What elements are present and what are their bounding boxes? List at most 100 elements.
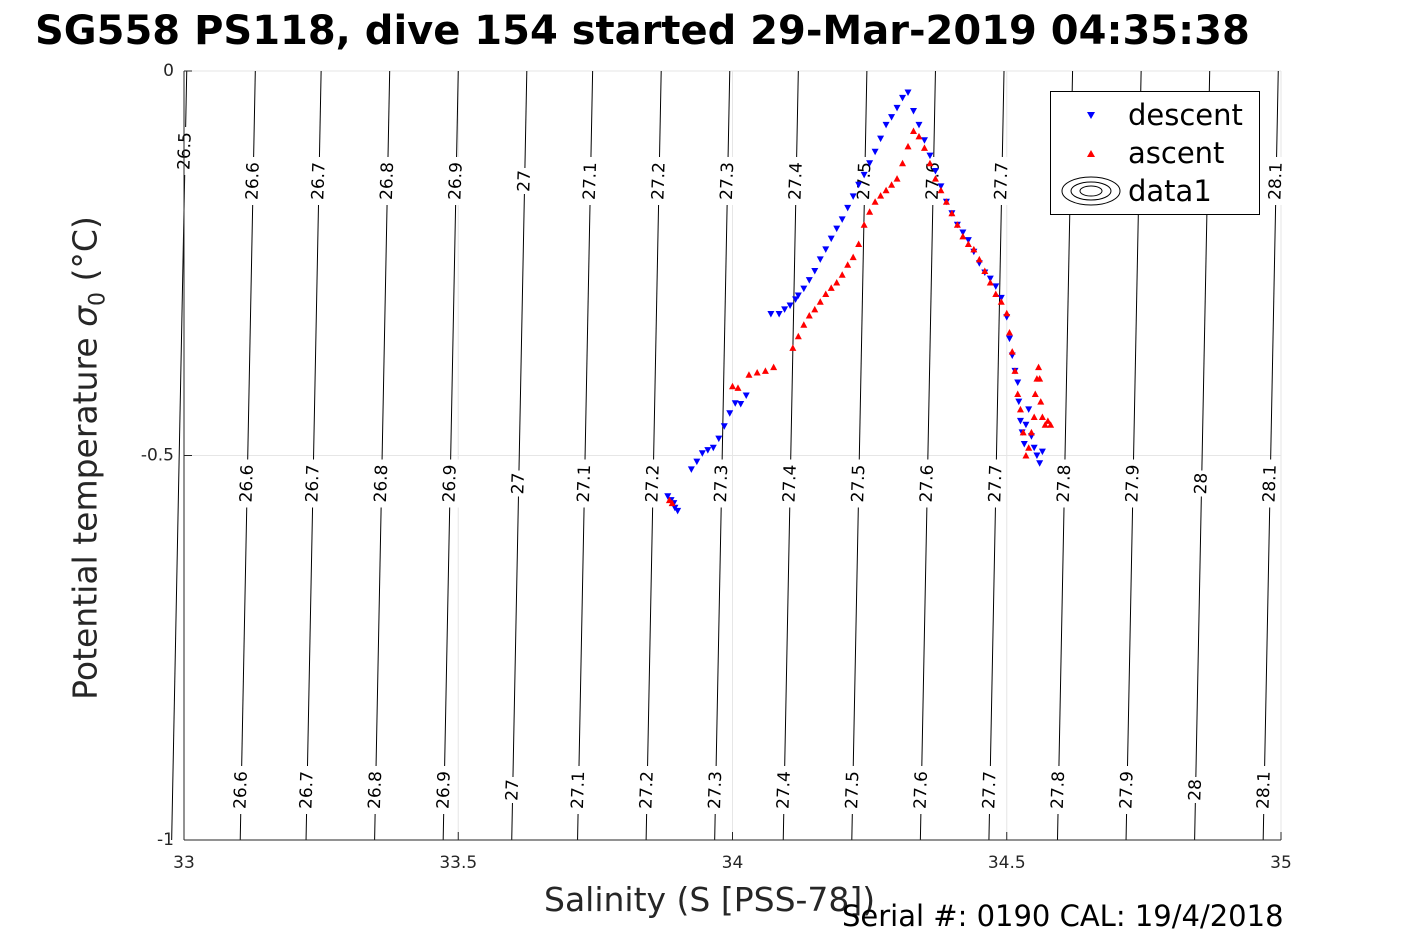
contour-label: 26.7 — [296, 771, 317, 810]
contour-label: 26.6 — [237, 464, 258, 503]
descent-point — [1033, 452, 1041, 459]
ascent-point — [1016, 405, 1024, 413]
contour-label: 27.1 — [568, 771, 589, 810]
contour-label: 28.1 — [1253, 771, 1274, 810]
contour-27.1: 27.1 27.1 27.1 — [568, 70, 601, 841]
ascent-point — [970, 245, 978, 253]
descent-point — [1022, 421, 1030, 429]
contour-label-bg — [717, 157, 738, 205]
ascent-point — [855, 240, 863, 248]
ascent-point — [849, 253, 857, 261]
contour-label-bg — [1191, 470, 1212, 497]
descent-point — [877, 135, 885, 143]
descent-point — [800, 285, 808, 293]
contour-label: 26.9 — [445, 162, 466, 201]
descent-point — [805, 277, 813, 284]
descent-point — [811, 267, 819, 275]
ascent-point — [882, 186, 890, 194]
legend-entry-descent: descent — [1051, 96, 1259, 134]
descent-point — [698, 450, 706, 457]
contour-26.6: 26.6 26.6 26.6 — [231, 70, 264, 841]
descent-point — [833, 225, 841, 233]
contour-label-bg — [917, 459, 938, 508]
ascent-point — [893, 175, 901, 182]
descent-point — [822, 246, 830, 253]
ascent-point — [910, 127, 918, 134]
contour-label: 28.1 — [1259, 464, 1280, 503]
descent-point — [1014, 379, 1022, 386]
ascent-point — [899, 159, 907, 167]
ascent-point — [761, 367, 769, 374]
contour-27.2: 27.2 27.2 27.2 — [636, 70, 670, 841]
descent-point — [893, 104, 901, 112]
legend-entry-ascent: ascent — [1051, 134, 1259, 172]
descent-point — [1015, 398, 1023, 406]
ascent-point — [753, 368, 761, 376]
ascent-point — [816, 298, 824, 305]
descent-point — [860, 171, 868, 179]
contour-label-bg — [502, 777, 523, 803]
ascent-point — [997, 298, 1005, 305]
x-axis-label: Salinity (S [PSS-78]) — [544, 880, 876, 919]
descent-point — [915, 121, 923, 129]
contour-label-bg — [237, 459, 258, 508]
contour-label: 26.8 — [377, 162, 398, 201]
ascent-point — [1037, 398, 1045, 405]
ascent-point — [931, 175, 939, 182]
contour-label: 26.6 — [242, 162, 263, 201]
ascent-point — [811, 305, 819, 313]
contour-label-bg — [991, 157, 1012, 205]
contour-label: 27.3 — [705, 771, 726, 810]
legend-label-ascent: ascent — [1128, 136, 1225, 170]
contour-label: 27 — [508, 472, 529, 494]
ascent-point — [866, 208, 874, 215]
ascent-point — [920, 144, 928, 151]
ascent-point — [838, 271, 846, 278]
contour-label-bg — [643, 459, 664, 508]
contour-label-bg — [371, 459, 392, 508]
ascent-point — [1005, 328, 1013, 336]
descent-point — [964, 237, 972, 244]
descent-point — [959, 229, 967, 236]
ascent-point — [1022, 452, 1030, 459]
contour-label-bg — [302, 459, 323, 508]
contour-label: 26.5 — [174, 132, 195, 171]
descent-point — [866, 160, 874, 167]
contour-27.4: 27.4 27.4 27.4 — [774, 70, 807, 841]
contour-label: 27.9 — [1116, 771, 1137, 810]
chart-title: SG558 PS118, dive 154 started 29-Mar-201… — [35, 8, 1250, 54]
ascent-point — [981, 267, 989, 274]
y-tick-label: -0.5 — [141, 446, 174, 466]
descent-point — [849, 193, 857, 200]
contour-label-bg — [580, 157, 601, 205]
ascent-point — [959, 232, 967, 240]
contour-label-bg — [365, 766, 386, 814]
descent-point — [992, 283, 1000, 290]
ascent-point — [915, 132, 923, 140]
ascent-point — [1038, 413, 1046, 421]
legend-label-descent: descent — [1128, 98, 1243, 132]
y-tick-label: -1 — [157, 830, 174, 850]
contour-label: 27.8 — [1054, 464, 1075, 503]
ascent-point — [729, 382, 736, 390]
ascent-point — [860, 221, 868, 228]
contour-label: 27.2 — [636, 771, 657, 810]
contour-label-bg — [308, 157, 329, 205]
contour-label: 27.2 — [642, 464, 663, 503]
descent-point — [816, 256, 824, 263]
descent-point — [726, 410, 734, 417]
contour-label: 27 — [502, 779, 523, 801]
ascent-point — [986, 278, 994, 286]
contour-label-bg — [297, 766, 318, 814]
descent-point — [1016, 417, 1024, 425]
descent-point — [1036, 460, 1044, 467]
ascent-point — [964, 240, 972, 248]
contour-label: 27.1 — [580, 162, 601, 201]
ascent-point — [1035, 363, 1043, 371]
contour-label: 26.8 — [365, 771, 386, 810]
ascent-point — [953, 221, 961, 228]
ascent-point — [942, 198, 950, 205]
contour-label-bg — [243, 157, 264, 205]
descent-point — [926, 152, 934, 160]
ascent-point — [1031, 390, 1039, 397]
